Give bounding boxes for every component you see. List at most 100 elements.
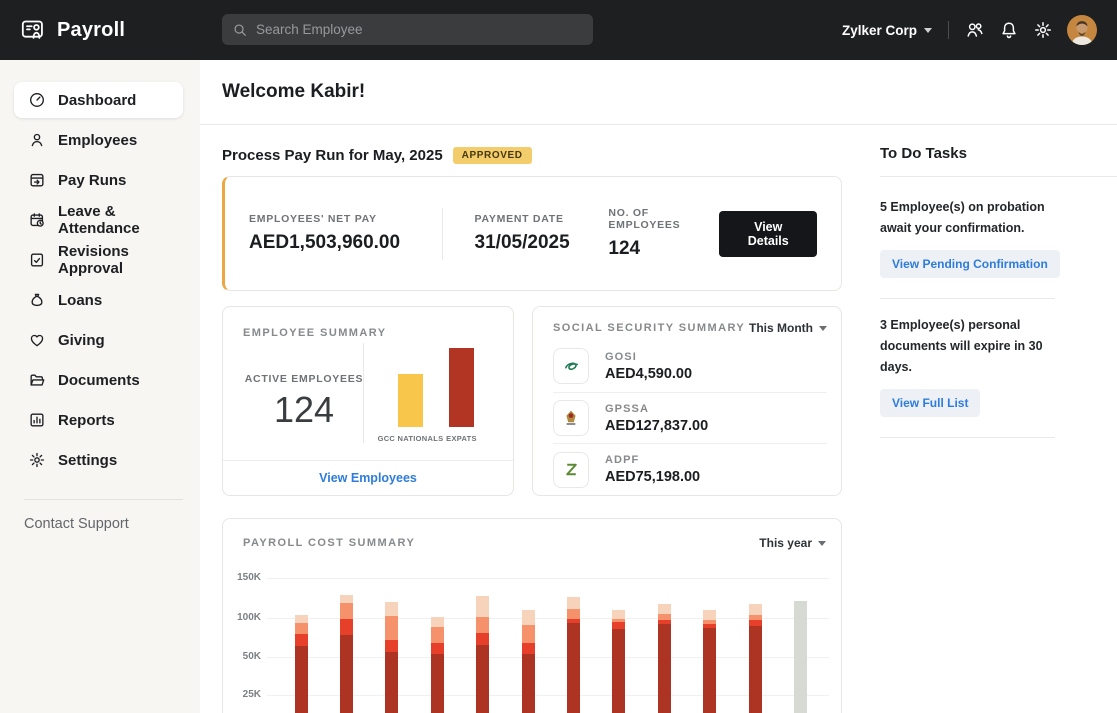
fund-name: ADPF [605, 454, 640, 467]
sidebar-item-label: Settings [58, 451, 118, 469]
active-employees-count: 124 [273, 389, 335, 430]
employees-icon [28, 131, 46, 149]
social-security-card: SOCIAL SECURITY SUMMARY This Month GOSI A… [532, 306, 842, 496]
cost-bar-segment [566, 597, 580, 610]
users-icon[interactable] [965, 20, 985, 40]
documents-icon [28, 371, 46, 389]
search-input[interactable] [256, 22, 583, 37]
cost-bar [385, 602, 399, 713]
leave-icon [28, 211, 46, 229]
sidebar-divider [24, 499, 183, 500]
cost-bar [430, 617, 444, 713]
cost-bar [521, 610, 535, 713]
cost-bar-segment [612, 628, 626, 713]
payrun-card: EMPLOYEES' NET PAY AED1,503,960.00 PAYME… [222, 176, 842, 291]
cost-bar-segment [703, 624, 717, 629]
sidebar-item-dashboard[interactable]: Dashboard [14, 82, 183, 118]
cost-bar-segment [339, 618, 353, 636]
sidebar-item-reports[interactable]: Reports [14, 402, 183, 438]
social-security-row-adpf: ADPF AED75,198.00 [553, 443, 827, 495]
social-security-rows: GOSI AED4,590.00 GPSSA AED127,837.00 ADPF AED… [533, 341, 841, 495]
payroll-cost-title: PAYROLL COST SUMMARY [243, 537, 416, 549]
sidebar-item-leave-attendance[interactable]: Leave & Attendance [14, 202, 183, 238]
giving-icon [28, 331, 46, 349]
cost-bar-segment [521, 642, 535, 654]
period-dropdown-year[interactable]: This year [759, 536, 826, 550]
page-title: Welcome Kabir! [222, 81, 366, 102]
sidebar-item-settings[interactable]: Settings [14, 442, 183, 478]
sidebar-item-label: Pay Runs [58, 171, 127, 189]
employee-bar-gcc-nationals [398, 374, 423, 427]
reports-icon [28, 411, 46, 429]
sidebar-item-employees[interactable]: Employees [14, 122, 183, 158]
cost-bar-segment [612, 610, 626, 619]
cost-bar-segment [566, 618, 580, 623]
cost-bar-segment [294, 622, 308, 634]
notifications-bell-icon[interactable] [999, 20, 1019, 40]
cost-bar-segment [612, 621, 626, 629]
cost-bar-segment [476, 595, 490, 618]
search-box[interactable] [222, 14, 593, 45]
task-action-button[interactable]: View Pending Confirmation [880, 250, 1060, 279]
org-name: Zylker Corp [841, 22, 917, 38]
sidebar-item-label: Loans [58, 291, 103, 309]
cost-bar [566, 597, 580, 713]
sidebar-item-loans[interactable]: Loans [14, 282, 183, 318]
cost-bar [748, 603, 762, 713]
employee-bar-label: GCC NATIONALS [377, 434, 444, 443]
task-text: 5 Employee(s) on probation await your co… [880, 200, 1045, 235]
loans-icon [28, 291, 46, 309]
cost-bar-segment [385, 639, 399, 653]
fund-amount: AED75,198.00 [605, 469, 701, 486]
org-switcher[interactable]: Zylker Corp [842, 23, 932, 38]
gridline [267, 618, 829, 619]
cost-bar-segment [612, 618, 626, 622]
payroll-cost-plot: 150K 100K 50K 25K [237, 572, 829, 713]
contact-support-link[interactable]: Contact Support [24, 516, 129, 532]
employee-summary-card: EMPLOYEE SUMMARY ACTIVE EMPLOYEES 124 GC… [222, 306, 514, 496]
cost-bar-segment [430, 642, 444, 654]
cost-bar-segment [748, 620, 762, 626]
cost-bar-segment [294, 633, 308, 647]
search-icon [232, 22, 248, 38]
sidebar: Dashboard Employees Pay Runs Leave & Attend… [0, 60, 200, 713]
cost-bar-segment [566, 622, 580, 713]
cost-bar-projected [793, 601, 807, 713]
sidebar-item-giving[interactable]: Giving [14, 322, 183, 358]
period-dropdown-month[interactable]: This Month [749, 321, 827, 335]
stat-employee-count: NO. OF EMPLOYEES 124 [608, 207, 681, 259]
todo-divider [880, 437, 1055, 439]
fund-name: GOSI [605, 350, 637, 363]
gear-icon[interactable] [1033, 20, 1053, 40]
sidebar-item-label: Reports [58, 411, 115, 429]
payrun-section-title: Process Pay Run for May, 2025 [222, 147, 443, 164]
topbar-separator [948, 21, 949, 39]
cost-bar-segment [657, 603, 671, 614]
todo-divider [880, 176, 1117, 177]
view-details-button[interactable]: View Details [719, 210, 817, 257]
cost-bar [294, 614, 308, 713]
cost-bar-segment [339, 635, 353, 713]
cost-bar-segment [385, 652, 399, 713]
fund-name: GPSSA [605, 402, 650, 415]
sidebar-item-pay-runs[interactable]: Pay Runs [14, 162, 183, 198]
task-action-button[interactable]: View Full List [880, 389, 981, 418]
app-logo: Payroll [20, 17, 125, 44]
cost-bar [703, 610, 717, 713]
cost-bar-segment [748, 614, 762, 621]
sidebar-item-label: Dashboard [58, 91, 137, 109]
fund-amount: AED4,590.00 [605, 365, 693, 382]
cost-bar-segment [339, 594, 353, 603]
user-avatar[interactable] [1067, 15, 1097, 45]
payroll-logo-icon [21, 20, 43, 39]
todo-panel: To Do Tasks 5 Employee(s) on probation a… [880, 125, 1117, 713]
sidebar-item-documents[interactable]: Documents [14, 362, 183, 398]
cost-bar-segment [703, 619, 717, 625]
cost-bar-segment [521, 610, 535, 626]
welcome-header: Welcome Kabir! [200, 60, 1117, 125]
sidebar-item-revisions-approval[interactable]: Revisions Approval [14, 242, 183, 278]
view-employees-link[interactable]: View Employees [319, 471, 417, 485]
revisions-icon [28, 251, 46, 269]
cost-bar-segment [703, 628, 717, 713]
cost-bar-segment [521, 653, 535, 713]
